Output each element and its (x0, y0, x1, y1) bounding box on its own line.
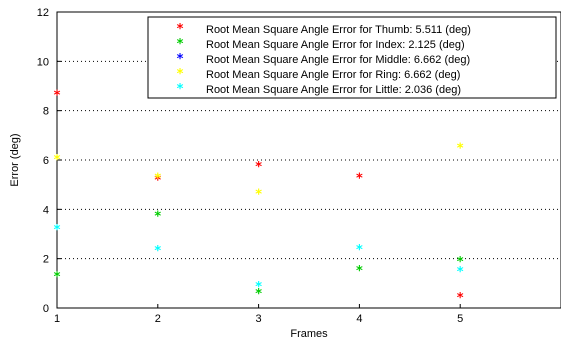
legend-entry: Root Mean Square Angle Error for Little:… (206, 84, 461, 96)
data-point: * (154, 244, 161, 259)
data-point: * (356, 264, 363, 279)
data-points: ******************* (54, 89, 464, 306)
legend-box (147, 16, 557, 99)
x-tick-label: 4 (356, 313, 362, 325)
legend-marker: * (177, 22, 184, 37)
y-axis-label: Error (deg) (9, 133, 21, 186)
x-tick-label: 3 (256, 313, 262, 325)
data-point: * (255, 287, 262, 302)
data-point: * (457, 142, 464, 157)
y-tick-label: 0 (43, 303, 49, 315)
legend-marker: * (177, 37, 184, 52)
data-point: * (255, 160, 262, 175)
data-point: * (457, 291, 464, 306)
data-point: * (154, 171, 161, 186)
data-point: * (356, 171, 363, 186)
y-tick-label: 10 (37, 56, 49, 68)
legend-entry: Root Mean Square Angle Error for Middle:… (206, 54, 470, 66)
data-point: * (154, 210, 161, 225)
x-axis-ticks: 1 2 3 4 5 (54, 304, 463, 325)
legend-entry: Root Mean Square Angle Error for Thumb: … (206, 24, 471, 36)
data-point: * (54, 89, 61, 104)
data-point: * (457, 255, 464, 270)
x-tick-label: 5 (457, 313, 463, 325)
y-axis-ticks: 0 2 4 6 8 10 12 (37, 7, 61, 315)
legend-marker: * (177, 82, 184, 97)
data-point: * (356, 243, 363, 258)
legend-marker: * (177, 52, 184, 67)
data-point: * (54, 153, 61, 168)
data-point: * (457, 265, 464, 280)
legend-entry: Root Mean Square Angle Error for Ring: 6… (206, 69, 460, 81)
data-point: * (154, 174, 161, 189)
y-tick-label: 6 (43, 155, 49, 167)
data-point: * (54, 270, 61, 285)
data-point: * (255, 280, 262, 295)
legend-entry: Root Mean Square Angle Error for Index: … (206, 39, 465, 51)
y-tick-label: 8 (43, 106, 49, 118)
y-tick-label: 2 (43, 254, 49, 266)
x-tick-label: 1 (54, 313, 60, 325)
legend: * Root Mean Square Angle Error for Thumb:… (147, 16, 557, 99)
y-tick-label: 12 (37, 7, 49, 19)
legend-marker: * (177, 67, 184, 82)
y-tick-label: 4 (43, 204, 49, 216)
data-point: * (54, 223, 61, 238)
data-point: * (255, 187, 262, 202)
x-axis-label: Frames (290, 328, 328, 340)
x-tick-label: 2 (155, 313, 161, 325)
